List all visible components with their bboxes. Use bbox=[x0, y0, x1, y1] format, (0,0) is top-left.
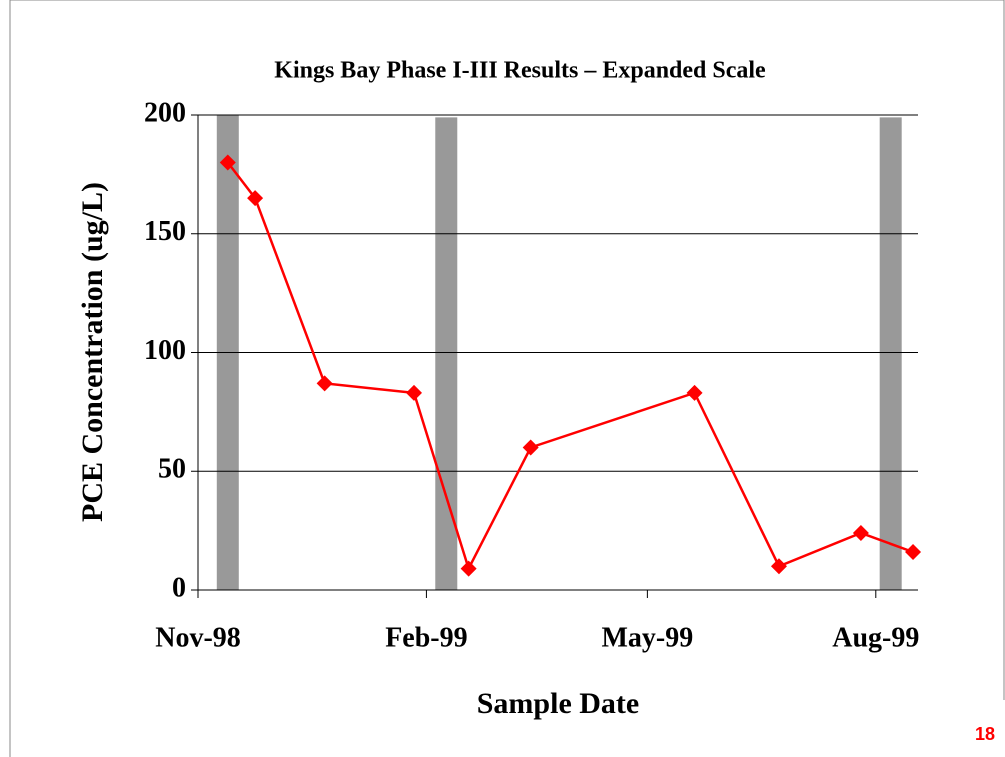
chart-title: Kings Bay Phase I-III Results – Expanded… bbox=[274, 58, 766, 84]
y-tick-label: 200 bbox=[144, 97, 186, 128]
data-line bbox=[226, 161, 914, 572]
x-tick-label: May-99 bbox=[601, 622, 693, 653]
y-axis-title: PCE Concentration (ug/L) bbox=[76, 182, 109, 522]
data-point bbox=[905, 544, 922, 560]
data-point bbox=[247, 190, 264, 207]
page-number: 18 bbox=[975, 724, 995, 744]
x-axis-title: Sample Date bbox=[477, 687, 639, 720]
slide-border bbox=[9, 0, 1005, 757]
y-tick-label: 50 bbox=[158, 454, 186, 485]
x-tick-label: Feb-99 bbox=[385, 622, 467, 653]
y-tick-label: 0 bbox=[172, 572, 186, 603]
data-point bbox=[852, 525, 869, 541]
data-point bbox=[770, 558, 787, 575]
data-point bbox=[316, 375, 333, 392]
y-tick-label: 100 bbox=[144, 335, 186, 366]
data-point bbox=[460, 560, 477, 577]
phase-bar bbox=[879, 117, 902, 590]
y-tick-label: 150 bbox=[144, 216, 186, 247]
data-point bbox=[219, 154, 236, 171]
data-point bbox=[406, 384, 422, 401]
data-point bbox=[522, 439, 539, 456]
phase-bar bbox=[435, 117, 458, 590]
data-point bbox=[686, 384, 703, 401]
x-tick-label: Nov-98 bbox=[155, 622, 241, 653]
x-tick-label: Aug-99 bbox=[832, 622, 919, 653]
